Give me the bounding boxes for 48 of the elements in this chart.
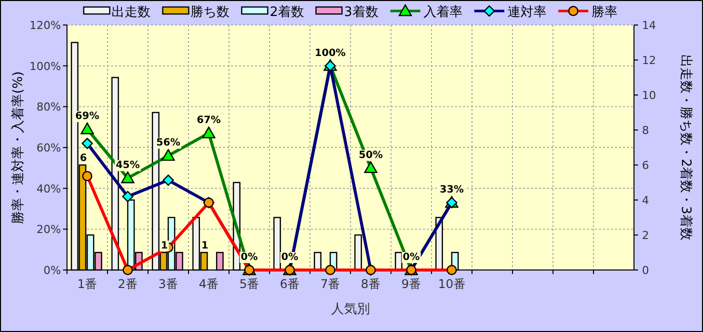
x-tick-label: 3番 [158,277,178,291]
x-tick-label: 10番 [438,277,466,291]
data-label: 50% [358,150,383,161]
legend-label: 入着率 [423,4,462,20]
legend-label: 勝ち数 [190,5,230,20]
data-label: 1 [201,240,208,252]
y-tick-label: 20% [36,223,61,236]
data-label: 69% [75,111,100,122]
y2-tick-label: 0 [642,264,649,277]
data-label: 1 [160,240,168,252]
data-label: 0% [402,252,420,263]
legend-label: 勝率 [591,4,618,20]
data-label: 33% [440,184,464,196]
data-label: 100% [314,48,346,59]
x-tick-label: 8番 [360,277,381,291]
y-tick-label: 120% [30,19,61,32]
data-label: 0% [281,252,298,263]
y-tick-label: 40% [36,182,61,196]
y2-tick-label: 2 [642,229,649,242]
y2-tick-label: 8 [642,124,649,137]
x-tick-label: 9番 [401,277,422,291]
legend-label: 2着数 [270,4,304,20]
y2-tick-label: 12 [642,54,656,67]
data-label: 45% [116,160,140,172]
x-tick-label: 6番 [280,277,300,291]
legend-label: 3着数 [344,4,378,20]
data-label: 56% [156,138,180,149]
y-tick-label: 60% [36,142,61,154]
x-tick-label: 4番 [198,277,219,291]
y2-tick-label: 10 [642,89,656,102]
data-label: 6 [80,153,87,164]
x-tick-label: 7番 [320,277,340,291]
y2-axis-title: 出走数・勝ち数・2着数・3着数 [678,54,694,240]
data-label: 0% [240,252,258,263]
data-label: 67% [196,115,221,126]
x-tick-label: 2番 [118,277,138,291]
legend-label: 出走数 [112,5,151,20]
x-axis-title: 人気別 [331,302,370,317]
y-axis-title: 勝率・連対率・入着率(%) [10,71,26,224]
y2-tick-label: 14 [642,19,656,32]
x-tick-label: 5番 [239,277,260,291]
y2-tick-label: 6 [642,159,649,172]
legend-label: 連対率 [507,4,546,20]
y-tick-label: 100% [30,60,61,73]
y2-tick-label: 4 [642,194,649,207]
x-tick-label: 1番 [77,277,98,291]
y-tick-label: 80% [36,100,61,114]
y-tick-label: 0% [44,264,61,277]
